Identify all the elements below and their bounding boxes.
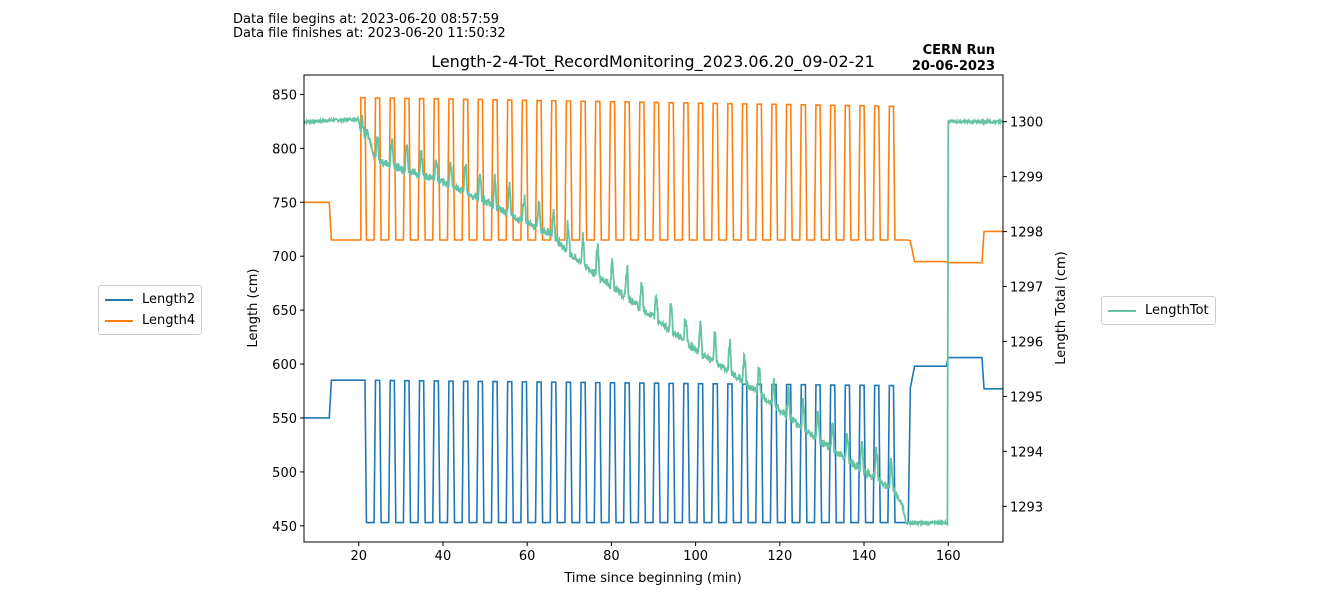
legend-right: LengthTot bbox=[1101, 296, 1216, 325]
x-tick-label: 60 bbox=[519, 549, 536, 564]
legend-swatch-length2 bbox=[105, 298, 133, 301]
y-left-tick-label: 800 bbox=[272, 142, 297, 157]
y-right-tick-label: 1299 bbox=[1010, 171, 1043, 186]
series-line-length2 bbox=[304, 356, 1003, 524]
y-right-tick-label: 1298 bbox=[1010, 226, 1043, 241]
x-tick-label: 140 bbox=[852, 549, 877, 564]
y-right-tick-label: 1300 bbox=[1010, 116, 1043, 131]
y-left-tick-label: 450 bbox=[272, 520, 297, 535]
legend-item-lengthtot: LengthTot bbox=[1108, 300, 1209, 321]
y-axis-label-left: Length (cm) bbox=[246, 269, 261, 348]
date-annotation: 20-06-2023 bbox=[912, 59, 995, 74]
data-begin-text: Data file begins at: 2023-06-20 08:57:59 bbox=[233, 12, 500, 27]
y-right-tick-label: 1297 bbox=[1010, 281, 1043, 296]
chart-title: Length-2-4-Tot_RecordMonitoring_2023.06.… bbox=[431, 52, 875, 72]
y-left-tick-label: 500 bbox=[272, 466, 297, 481]
cern-run-annotation: CERN Run bbox=[923, 43, 995, 58]
legend-label-length2: Length2 bbox=[142, 292, 196, 307]
data-finish-text: Data file finishes at: 2023-06-20 11:50:… bbox=[233, 26, 506, 41]
series-line-length4 bbox=[304, 96, 1003, 264]
y-left-tick-label: 650 bbox=[272, 304, 297, 319]
y-right-tick-label: 1295 bbox=[1010, 390, 1043, 405]
y-axis-label-right: Length Total (cm) bbox=[1054, 251, 1069, 364]
series-line-lengthtot bbox=[303, 114, 1004, 528]
x-tick-label: 20 bbox=[350, 549, 367, 564]
x-tick-label: 80 bbox=[603, 549, 620, 564]
legend-item-length4: Length4 bbox=[105, 310, 195, 331]
legend-item-length2: Length2 bbox=[105, 289, 195, 310]
y-left-tick-label: 600 bbox=[272, 358, 297, 373]
y-left-tick-label: 850 bbox=[272, 88, 297, 103]
x-tick-label: 100 bbox=[683, 549, 708, 564]
y-right-tick-label: 1293 bbox=[1010, 500, 1043, 515]
y-right-tick-label: 1294 bbox=[1010, 445, 1043, 460]
legend-left: Length2 Length4 bbox=[98, 285, 203, 335]
x-tick-label: 40 bbox=[435, 549, 452, 564]
legend-swatch-lengthtot bbox=[1108, 309, 1136, 312]
x-tick-label: 160 bbox=[936, 549, 961, 564]
y-right-tick-label: 1296 bbox=[1010, 335, 1043, 350]
x-axis-label: Time since beginning (min) bbox=[563, 571, 741, 586]
plot-frame bbox=[303, 74, 1004, 543]
x-tick-label: 120 bbox=[767, 549, 792, 564]
legend-label-length4: Length4 bbox=[142, 313, 196, 328]
legend-label-lengthtot: LengthTot bbox=[1145, 303, 1209, 318]
y-left-tick-label: 700 bbox=[272, 250, 297, 265]
y-left-tick-label: 750 bbox=[272, 196, 297, 211]
legend-swatch-length4 bbox=[105, 319, 133, 322]
y-left-tick-label: 550 bbox=[272, 412, 297, 427]
